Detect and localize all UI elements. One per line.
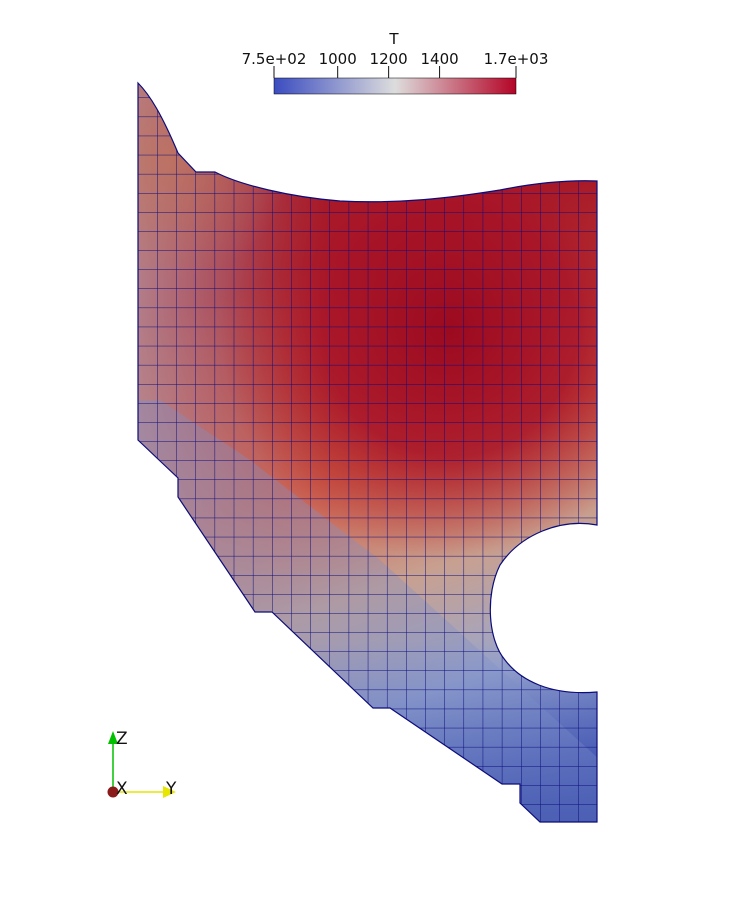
colorbar-tick-label: 1400	[420, 50, 458, 68]
colorbar-tick-label: 1000	[319, 50, 357, 68]
colorbar: T 7.5e+02 1000 1200 1400 1.7e+03	[242, 30, 549, 95]
colorbar-tick-label: 7.5e+02	[242, 50, 307, 68]
z-axis-arrow	[108, 731, 118, 744]
colorbar-title: T	[388, 30, 399, 48]
colorbar-tick-label: 1.7e+03	[484, 50, 549, 68]
colorbar-tick-label: 1200	[370, 50, 408, 68]
y-axis-label: Y	[165, 779, 177, 799]
colorbar-bar	[273, 77, 517, 95]
mesh-surface[interactable]	[130, 80, 610, 830]
orientation-axes: Z Y X	[107, 729, 177, 799]
x-axis-dot	[107, 786, 119, 798]
colorbar-ticks: 7.5e+02 1000 1200 1400 1.7e+03	[242, 50, 549, 78]
mesh-outline	[137, 81, 598, 823]
y-axis-arrow	[163, 786, 176, 798]
z-axis-label: Z	[116, 729, 128, 749]
x-axis-label: X	[116, 779, 128, 799]
